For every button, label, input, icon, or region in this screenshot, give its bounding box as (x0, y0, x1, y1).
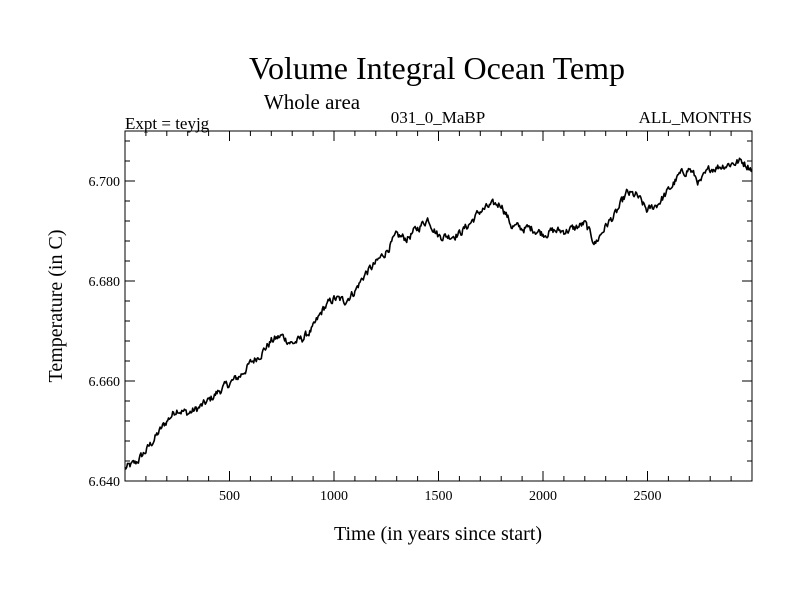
chart-subtitle: Whole area (264, 90, 361, 114)
y-axis-label: Temperature (in C) (45, 230, 67, 383)
period-label: 031_0_MaBP (391, 108, 485, 127)
x-tick-label: 500 (219, 489, 240, 504)
x-tick-label: 1500 (425, 489, 453, 504)
plot-frame (124, 130, 753, 482)
experiment-label: Expt = teyjg (125, 114, 210, 133)
minor-ticks (125, 131, 752, 481)
y-tick-label: 6.640 (89, 475, 121, 490)
x-tick-label: 2000 (529, 489, 557, 504)
plot-area: 500 1000 1500 2000 2500 6.640 6.660 6.680 6.700 (89, 130, 753, 504)
x-axis: 500 1000 1500 2000 2500 (219, 131, 662, 504)
y-tick-label: 6.700 (89, 175, 121, 190)
y-axis: 6.640 6.660 6.680 6.700 (89, 175, 752, 490)
series-line (124, 157, 753, 470)
y-tick-label: 6.660 (89, 375, 121, 390)
x-tick-label: 1000 (320, 489, 348, 504)
chart-title: Volume Integral Ocean Temp (249, 50, 625, 86)
months-label: ALL_MONTHS (639, 108, 752, 127)
y-tick-label: 6.680 (89, 275, 121, 290)
x-axis-label: Time (in years since start) (334, 523, 542, 545)
x-tick-label: 2500 (634, 489, 662, 504)
